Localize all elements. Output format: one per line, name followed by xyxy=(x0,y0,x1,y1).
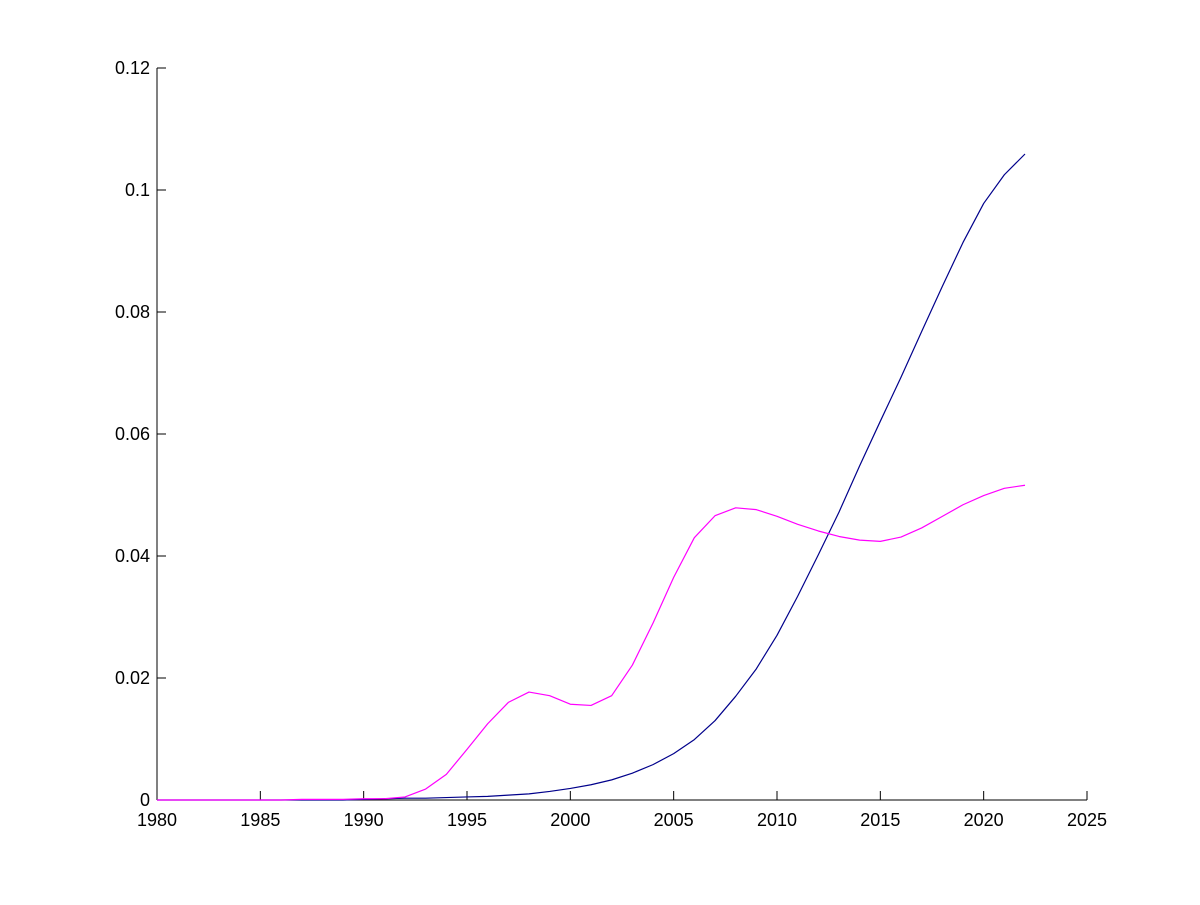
axes: 1980 1985 1990 1995 2000 2005 2010 2015 2020 2025… xyxy=(115,58,1107,830)
y-tick-label: 0.06 xyxy=(115,424,150,444)
series-lines xyxy=(157,153,1026,801)
y-tick-label: 0.08 xyxy=(115,302,150,322)
y-tick-label: 0 xyxy=(140,790,150,810)
y-tick-label: 0.02 xyxy=(115,668,150,688)
x-tick-label: 2010 xyxy=(757,810,797,830)
x-tick-label: 1980 xyxy=(137,810,177,830)
x-tick-label: 1995 xyxy=(447,810,487,830)
x-tick-label: 2000 xyxy=(550,810,590,830)
x-tick-label: 2020 xyxy=(964,810,1004,830)
x-tick-label: 2015 xyxy=(860,810,900,830)
y-tick-label: 0.1 xyxy=(125,180,150,200)
x-tick-label: 2025 xyxy=(1067,810,1107,830)
x-tick-label: 1985 xyxy=(240,810,280,830)
series-line-1 xyxy=(157,153,1026,801)
series-line-2 xyxy=(157,484,1026,801)
x-tick-label: 2005 xyxy=(654,810,694,830)
x-tick-label: 1990 xyxy=(344,810,384,830)
y-tick-label: 0.12 xyxy=(115,58,150,78)
y-tick-label: 0.04 xyxy=(115,546,150,566)
